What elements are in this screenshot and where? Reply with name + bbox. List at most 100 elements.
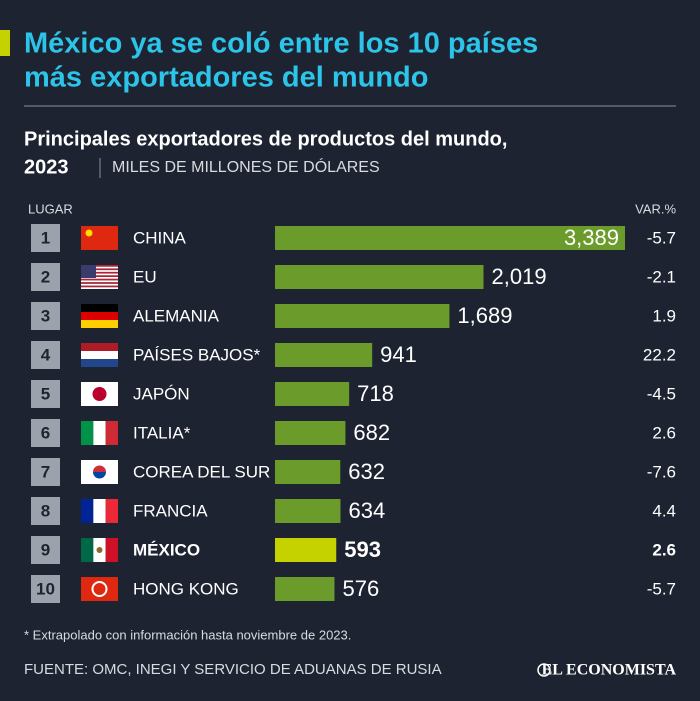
bar bbox=[275, 499, 341, 523]
rank-box bbox=[31, 263, 60, 291]
rank-box bbox=[31, 575, 60, 603]
flag bbox=[81, 268, 118, 271]
flag bbox=[81, 538, 94, 562]
rank-box bbox=[31, 458, 60, 486]
flag bbox=[81, 280, 118, 283]
title-line: más exportadores del mundo bbox=[24, 62, 429, 94]
country: ITALIA* bbox=[133, 423, 191, 442]
flag bbox=[81, 320, 118, 328]
change: 22.2 bbox=[643, 345, 676, 364]
rank: 5 bbox=[41, 384, 50, 403]
change: -4.5 bbox=[647, 384, 676, 403]
rank-box bbox=[31, 380, 60, 408]
rank: 1 bbox=[41, 228, 50, 247]
flag bbox=[81, 282, 118, 284]
rank: 6 bbox=[41, 423, 50, 442]
flag bbox=[81, 283, 118, 286]
title-line: México ya se coló entre los 10 países bbox=[24, 28, 538, 60]
flag bbox=[92, 387, 107, 401]
flag bbox=[81, 287, 118, 289]
bar bbox=[275, 421, 346, 445]
rank: 8 bbox=[41, 501, 50, 520]
flag bbox=[105, 499, 118, 523]
subtitle: Principales exportadores de productos de… bbox=[24, 128, 507, 150]
flag bbox=[81, 270, 118, 272]
flag bbox=[105, 538, 118, 562]
flag bbox=[81, 577, 118, 601]
country: FRANCIA bbox=[133, 501, 208, 520]
change: -5.7 bbox=[647, 579, 676, 598]
flag bbox=[81, 285, 118, 288]
flag bbox=[105, 421, 118, 445]
brand-icon bbox=[537, 663, 551, 677]
country: ALEMANIA bbox=[133, 306, 220, 325]
bar bbox=[275, 265, 484, 289]
rank: 7 bbox=[41, 462, 50, 481]
country: COREA DEL SUR bbox=[133, 462, 270, 481]
change: -2.1 bbox=[647, 267, 676, 286]
accent bbox=[0, 30, 10, 56]
brand: EL ECONOMISTA bbox=[542, 662, 677, 679]
value-label: 634 bbox=[348, 498, 385, 523]
flag bbox=[81, 343, 118, 351]
country: EU bbox=[133, 267, 157, 286]
rank-box bbox=[31, 536, 60, 564]
value-label: 576 bbox=[342, 576, 379, 601]
flag bbox=[81, 351, 118, 359]
rank-header: LUGAR bbox=[28, 201, 73, 216]
rank-box bbox=[31, 302, 60, 330]
country: JAPÓN bbox=[133, 384, 190, 403]
rank-box bbox=[31, 497, 60, 525]
rank: 10 bbox=[36, 579, 55, 598]
flag bbox=[81, 359, 118, 367]
value-label: 718 bbox=[357, 381, 394, 406]
flag bbox=[81, 273, 118, 276]
flag bbox=[81, 312, 118, 320]
change: -5.7 bbox=[647, 228, 676, 247]
rank: 2 bbox=[41, 267, 50, 286]
value-label: 1,689 bbox=[457, 303, 512, 328]
flag bbox=[81, 265, 96, 278]
change-header: VAR.% bbox=[635, 201, 676, 216]
country: MÉXICO bbox=[133, 540, 200, 559]
change: -7.6 bbox=[647, 462, 676, 481]
value-label: 682 bbox=[353, 420, 390, 445]
rows: 1 CHINA 3,389 -5.7 2 EU 2,019 -2.1 3 ALEMANIA 1,68… bbox=[31, 224, 676, 603]
bar bbox=[275, 538, 337, 562]
value-label: 593 bbox=[344, 537, 381, 562]
flag bbox=[81, 278, 118, 281]
subtitle: 2023 bbox=[24, 156, 69, 178]
value-label: 2,019 bbox=[492, 264, 547, 289]
change: 2.6 bbox=[652, 540, 676, 559]
flag bbox=[81, 421, 94, 445]
country: CHINA bbox=[133, 228, 187, 247]
rank-box bbox=[31, 224, 60, 252]
flag bbox=[81, 265, 118, 267]
flag bbox=[96, 547, 103, 553]
flag bbox=[81, 277, 118, 279]
flag bbox=[81, 499, 94, 523]
bar bbox=[275, 304, 450, 328]
source: FUENTE: OMC, INEGI Y SERVICIO DE ADUANAS… bbox=[24, 661, 442, 678]
unit: MILES DE MILLONES DE DÓLARES bbox=[112, 157, 380, 176]
value-label: 632 bbox=[348, 459, 385, 484]
bar bbox=[275, 382, 350, 406]
footnote: * Extrapolado con información hasta novi… bbox=[24, 627, 351, 642]
flag bbox=[93, 472, 106, 479]
flag bbox=[81, 271, 118, 274]
change: 1.9 bbox=[652, 306, 676, 325]
rank: 9 bbox=[41, 540, 50, 559]
flag bbox=[81, 226, 118, 250]
country: PAÍSES BAJOS* bbox=[133, 345, 261, 364]
bar bbox=[275, 226, 625, 250]
bar bbox=[275, 460, 341, 484]
flag bbox=[93, 421, 106, 445]
flag bbox=[81, 304, 118, 312]
rank: 4 bbox=[41, 345, 51, 364]
change: 2.6 bbox=[652, 423, 676, 442]
country: HONG KONG bbox=[133, 579, 239, 598]
flag bbox=[91, 581, 108, 597]
flag bbox=[93, 499, 106, 523]
bar bbox=[275, 343, 373, 367]
change: 4.4 bbox=[652, 501, 676, 520]
